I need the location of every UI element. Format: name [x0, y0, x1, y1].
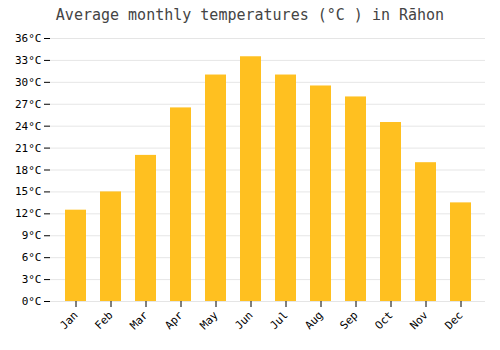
svg-text:15°C: 15°C [15, 185, 42, 198]
svg-text:9°C: 9°C [22, 229, 42, 242]
svg-text:Apr: Apr [162, 308, 186, 332]
svg-text:3°C: 3°C [22, 273, 42, 286]
svg-text:Jul: Jul [267, 309, 290, 332]
html-text:Average monthly temperatures (: Average monthly temperatures (°C ) in Rā… [55, 6, 445, 24]
svg-text:Aug: Aug [302, 309, 325, 332]
svg-text:18°C: 18°C [15, 164, 42, 177]
svg-text:Jun: Jun [232, 309, 255, 332]
svg-text:6°C: 6°C [22, 251, 42, 264]
svg-text:36°C: 36°C [15, 32, 42, 45]
svg-text:33°C: 33°C [15, 54, 42, 67]
svg-text:27°C: 27°C [15, 98, 42, 111]
svg-text:21°C: 21°C [15, 142, 42, 155]
svg-text:Mar: Mar [127, 308, 151, 332]
svg-text:May: May [197, 308, 221, 332]
svg-text:30°C: 30°C [15, 76, 42, 89]
svg-text:24°C: 24°C [15, 120, 42, 133]
svg-text:Dec: Dec [442, 309, 465, 332]
svg-text:Feb: Feb [92, 309, 115, 332]
svg-text:Nov: Nov [407, 308, 431, 332]
svg-text:Jan: Jan [57, 309, 80, 332]
svg-text:Oct: Oct [372, 309, 395, 332]
svg-text:12°C: 12°C [15, 207, 42, 220]
svg-text:0°C: 0°C [22, 295, 42, 308]
svg-text:Sep: Sep [337, 309, 360, 332]
